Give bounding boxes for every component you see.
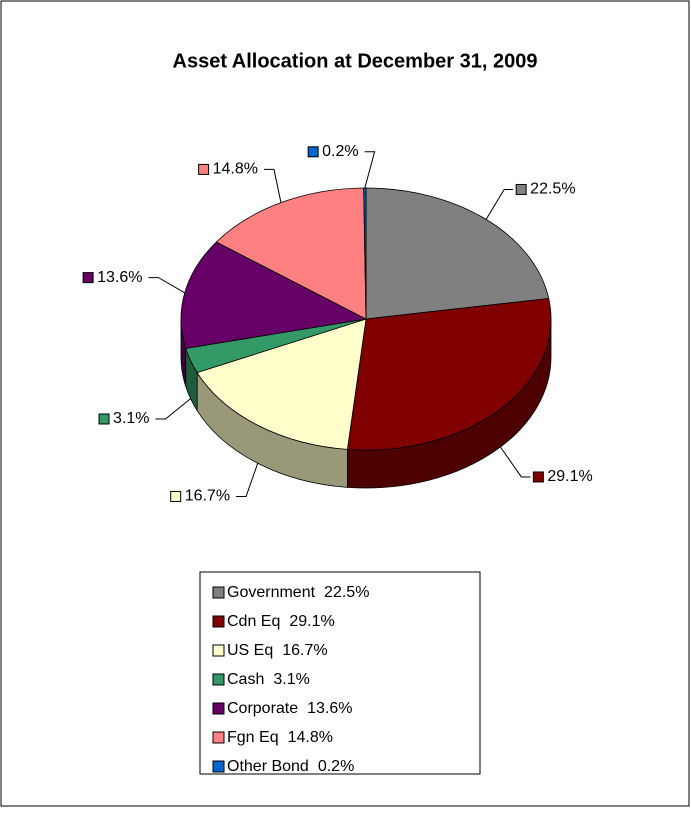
data-label: 29.1% (547, 468, 592, 485)
label-swatch (307, 146, 319, 158)
legend-value: 13.6% (307, 700, 352, 717)
data-label: 16.7% (185, 488, 230, 505)
slice (180, 241, 368, 349)
legend-value: 29.1% (289, 613, 334, 630)
legend-swatch (212, 760, 225, 773)
legend-name: Fgn Eq (227, 729, 279, 746)
legend-value: 14.8% (288, 729, 333, 746)
legend-swatch (212, 731, 225, 744)
legend-entry: Cash 3.1% (227, 671, 310, 688)
legend-entry: Other Bond 0.2% (227, 758, 354, 775)
legend-name: Cdn Eq (227, 613, 280, 630)
data-label: 13.6% (97, 269, 142, 286)
legend-name: Other Bond (227, 758, 309, 775)
chart-title: Asset Allocation at December 31, 2009 (173, 50, 538, 72)
legend-value: 22.5% (324, 584, 369, 601)
legend-entry: Corporate 13.6% (227, 700, 353, 717)
legend-value: 0.2% (318, 758, 354, 775)
legend-value: 3.1% (273, 671, 309, 688)
leader-line (500, 446, 531, 478)
data-label: 14.8% (213, 161, 258, 178)
data-label: 0.2% (322, 143, 358, 160)
slice (365, 187, 550, 320)
label-swatch (82, 272, 94, 284)
leader-line (263, 168, 282, 203)
label-swatch (515, 183, 527, 195)
leader-line (148, 277, 185, 294)
slice (346, 298, 552, 451)
legend-name: Government (227, 584, 316, 601)
leader-line (364, 151, 376, 189)
label-swatch (170, 490, 182, 502)
data-label: 3.1% (113, 410, 149, 427)
legend-entry: Government 22.5% (227, 584, 369, 601)
legend-entry: Cdn Eq 29.1% (227, 613, 335, 630)
legend-name: Corporate (227, 700, 298, 717)
legend-entry: Fgn Eq 14.8% (227, 729, 333, 746)
legend-swatch (212, 586, 225, 599)
legend-value: 16.7% (282, 642, 327, 659)
slice (196, 318, 367, 450)
legend-swatch (212, 615, 225, 628)
legend-swatch (212, 673, 225, 686)
legend-entry: US Eq 16.7% (227, 642, 328, 659)
leader-line (485, 188, 514, 220)
legend-swatch (212, 702, 225, 715)
leader-line (236, 463, 259, 497)
legend-name: US Eq (227, 642, 273, 659)
label-swatch (532, 471, 544, 483)
legend-swatch (212, 644, 225, 657)
legend-name: Cash (227, 671, 264, 688)
label-swatch (198, 163, 210, 175)
leader-line (155, 398, 191, 420)
legend-box (199, 571, 481, 775)
label-swatch (98, 413, 110, 425)
data-label: 22.5% (530, 181, 575, 198)
